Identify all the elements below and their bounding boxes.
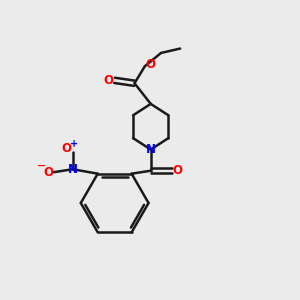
Text: N: N	[68, 163, 78, 176]
Text: O: O	[61, 142, 71, 155]
Text: O: O	[103, 74, 114, 87]
Text: −: −	[37, 161, 46, 171]
Text: O: O	[173, 164, 183, 177]
Text: O: O	[43, 166, 53, 179]
Text: N: N	[146, 143, 156, 156]
Text: O: O	[145, 58, 155, 70]
Text: +: +	[70, 139, 78, 149]
